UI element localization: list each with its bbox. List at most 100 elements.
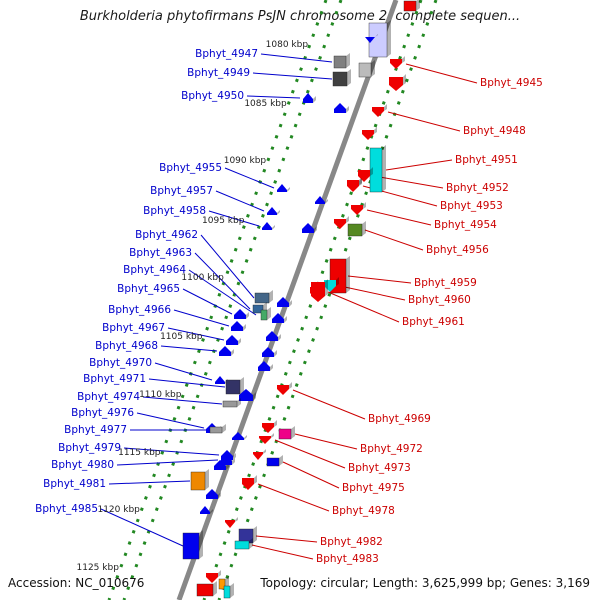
gene-feature[interactable] [369, 145, 386, 193]
gene-feature[interactable] [190, 469, 209, 491]
gene-feature[interactable] [302, 223, 317, 233]
gene-label-minus[interactable]: Bphyt_4967 [102, 322, 165, 334]
gene-feature[interactable] [303, 93, 316, 103]
gene-label-minus[interactable]: Bphyt_4985 [35, 503, 98, 515]
gene-label-minus[interactable]: Bphyt_4958 [143, 205, 206, 217]
gene-label-minus[interactable]: Bphyt_4950 [181, 90, 244, 102]
gene-feature[interactable] [258, 361, 273, 371]
gene-feature[interactable] [389, 74, 406, 91]
gene-label-plus[interactable]: Bphyt_4982 [320, 536, 383, 548]
gene-feature[interactable] [277, 184, 290, 192]
gene-label-minus[interactable]: Bphyt_4980 [51, 459, 114, 471]
gene-feature[interactable] [262, 347, 277, 357]
gene-feature[interactable] [242, 475, 257, 490]
gene-feature[interactable] [222, 398, 241, 408]
gene-feature[interactable] [365, 34, 378, 43]
gene-feature[interactable] [239, 389, 256, 401]
gene-feature[interactable] [220, 455, 235, 465]
gene-feature[interactable] [334, 103, 349, 113]
gene-label-minus[interactable]: Bphyt_4979 [58, 442, 121, 454]
gene-label-plus[interactable]: Bphyt_4951 [455, 154, 518, 166]
gene-feature[interactable] [206, 570, 221, 583]
gene-feature[interactable] [238, 526, 257, 544]
gene-label-plus[interactable]: Bphyt_4972 [360, 443, 423, 455]
gene-label-plus[interactable]: Bphyt_4975 [342, 482, 405, 494]
gene-feature[interactable] [225, 517, 238, 528]
gene-feature[interactable] [351, 202, 366, 215]
gene-feature[interactable] [254, 290, 273, 304]
gene-feature[interactable] [253, 449, 266, 460]
gene-label-plus[interactable]: Bphyt_4945 [480, 77, 543, 89]
gene-label-minus[interactable]: Bphyt_4968 [95, 340, 158, 352]
gene-feature[interactable] [182, 530, 203, 560]
gene-label-plus[interactable]: Bphyt_4954 [434, 219, 497, 231]
gene-feature[interactable] [219, 346, 234, 356]
gene-label-plus[interactable]: Bphyt_4983 [316, 553, 379, 565]
gene-feature[interactable] [358, 60, 375, 78]
leader-line [347, 275, 412, 284]
gene-label-plus[interactable]: Bphyt_4973 [348, 462, 411, 474]
gene-label-minus[interactable]: Bphyt_4962 [135, 229, 198, 241]
gene-feature[interactable] [358, 167, 373, 182]
gene-feature[interactable] [311, 279, 328, 302]
gene-feature[interactable] [267, 207, 280, 215]
gene-feature[interactable] [315, 196, 328, 204]
gene-feature[interactable] [260, 307, 271, 321]
gene-feature[interactable] [272, 313, 287, 323]
gene-feature[interactable] [262, 420, 277, 433]
gene-feature[interactable] [231, 321, 246, 331]
gene-label-minus[interactable]: Bphyt_4971 [83, 373, 146, 385]
gene-label-minus[interactable]: Bphyt_4981 [43, 478, 106, 490]
gene-feature[interactable] [372, 104, 387, 117]
gene-feature[interactable] [234, 309, 249, 319]
gene-feature[interactable] [333, 53, 350, 69]
gene-label-plus[interactable]: Bphyt_4978 [332, 505, 395, 517]
gene-feature[interactable] [368, 20, 391, 58]
gene-feature[interactable] [206, 489, 221, 499]
gene-label-minus[interactable]: Bphyt_4949 [187, 67, 250, 79]
gene-label-minus[interactable]: Bphyt_4976 [71, 407, 134, 419]
gene-feature[interactable] [209, 424, 226, 434]
gene-label-minus[interactable]: Bphyt_4966 [108, 304, 171, 316]
gene-label-minus[interactable]: Bphyt_4963 [129, 247, 192, 259]
gene-label-minus[interactable]: Bphyt_4974 [77, 391, 140, 403]
gene-label-minus[interactable]: Bphyt_4964 [123, 264, 186, 276]
gene-feature[interactable] [332, 69, 351, 87]
gene-feature[interactable] [232, 432, 247, 440]
gene-feature[interactable] [277, 382, 292, 395]
gene-feature[interactable] [200, 506, 213, 514]
gene-feature[interactable] [223, 583, 234, 599]
gene-label-plus[interactable]: Bphyt_4952 [446, 182, 509, 194]
gene-feature[interactable] [277, 297, 292, 307]
gene-feature[interactable] [362, 127, 377, 140]
gene-label-plus[interactable]: Bphyt_4969 [368, 413, 431, 425]
gene-label-plus[interactable]: Bphyt_4960 [408, 294, 471, 306]
gene-feature[interactable] [347, 178, 362, 191]
gene-feature[interactable] [218, 576, 229, 590]
gene-feature[interactable] [226, 335, 241, 345]
gene-feature[interactable] [259, 433, 274, 444]
gene-feature[interactable] [266, 331, 281, 341]
gene-feature[interactable] [266, 455, 283, 467]
gene-feature[interactable] [278, 426, 295, 440]
gene-label-plus[interactable]: Bphyt_4948 [463, 125, 526, 137]
gene-feature[interactable] [196, 581, 217, 597]
gene-label-plus[interactable]: Bphyt_4956 [426, 244, 489, 256]
gene-feature[interactable] [262, 222, 275, 230]
gene-label-minus[interactable]: Bphyt_4955 [159, 162, 222, 174]
gene-feature[interactable] [324, 277, 339, 292]
gene-label-minus[interactable]: Bphyt_4970 [89, 357, 152, 369]
gene-feature[interactable] [334, 216, 349, 229]
gene-label-plus[interactable]: Bphyt_4961 [402, 316, 465, 328]
gene-label-plus[interactable]: Bphyt_4953 [440, 200, 503, 212]
gene-label-minus[interactable]: Bphyt_4947 [195, 48, 258, 60]
gene-feature[interactable] [234, 538, 253, 550]
gene-label-plus[interactable]: Bphyt_4959 [414, 277, 477, 289]
gene-feature[interactable] [403, 0, 420, 12]
gene-feature[interactable] [225, 377, 244, 395]
gene-label-minus[interactable]: Bphyt_4977 [64, 424, 127, 436]
gene-label-minus[interactable]: Bphyt_4965 [117, 283, 180, 295]
gene-label-minus[interactable]: Bphyt_4957 [150, 185, 213, 197]
gene-feature[interactable] [390, 56, 405, 69]
gene-feature[interactable] [347, 221, 366, 237]
